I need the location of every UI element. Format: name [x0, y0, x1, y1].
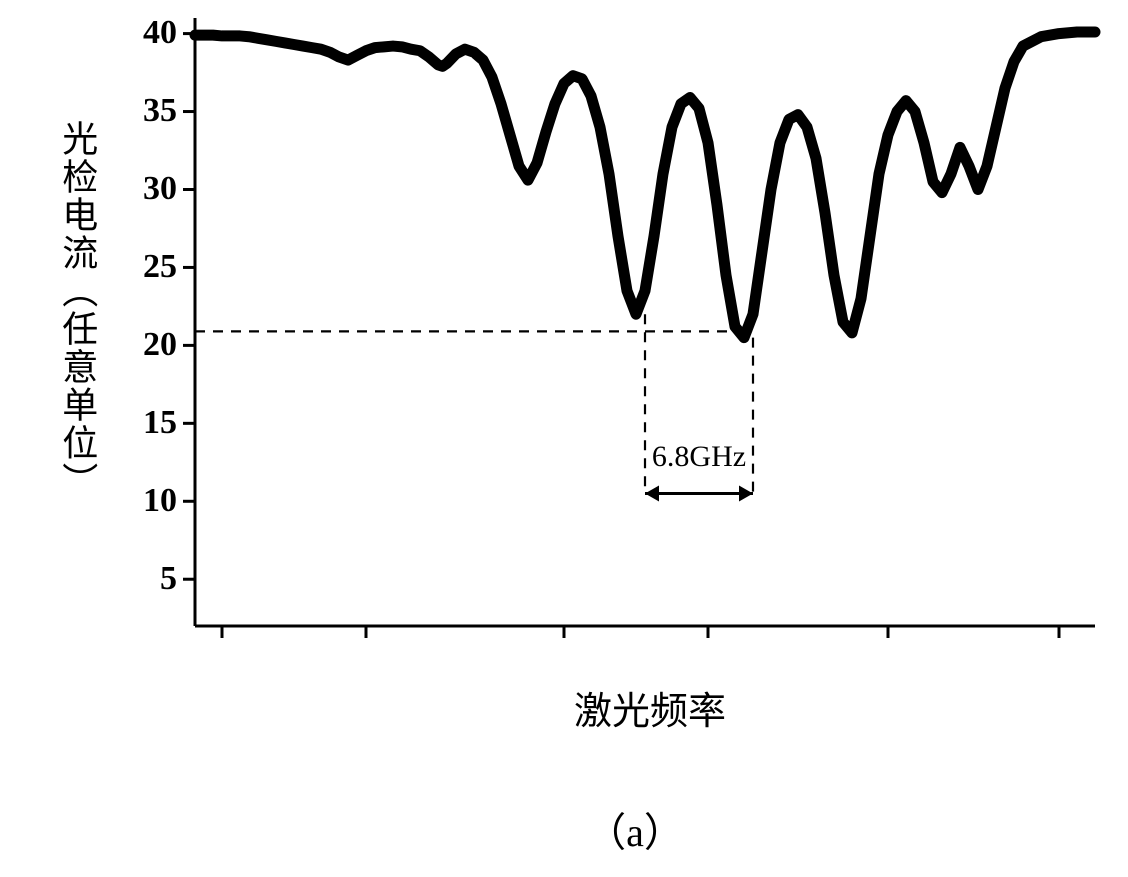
- y-tick-label: 10: [131, 482, 177, 520]
- y-tick-label: 20: [131, 326, 177, 364]
- x-axis-title: 激光频率: [500, 680, 800, 735]
- y-tick-label: 15: [131, 404, 177, 442]
- y-tick-label: 25: [131, 248, 177, 286]
- y-tick-label: 5: [131, 560, 177, 598]
- y-tick-label: 35: [131, 92, 177, 130]
- subfigure-label: （a）: [535, 800, 735, 858]
- y-tick-label: 30: [131, 170, 177, 208]
- y-tick-label: 40: [131, 14, 177, 52]
- plot-svg: [195, 18, 1095, 626]
- y-axis-title: 光检电流（任意单位）: [55, 95, 98, 525]
- figure-container: 光检电流（任意单位） 激光频率 （a） 5 10 15 20 25 30 35 40 6.8G…: [0, 0, 1128, 877]
- plot-area: [195, 18, 1095, 626]
- annotation-text: 6.8GHz: [629, 440, 769, 474]
